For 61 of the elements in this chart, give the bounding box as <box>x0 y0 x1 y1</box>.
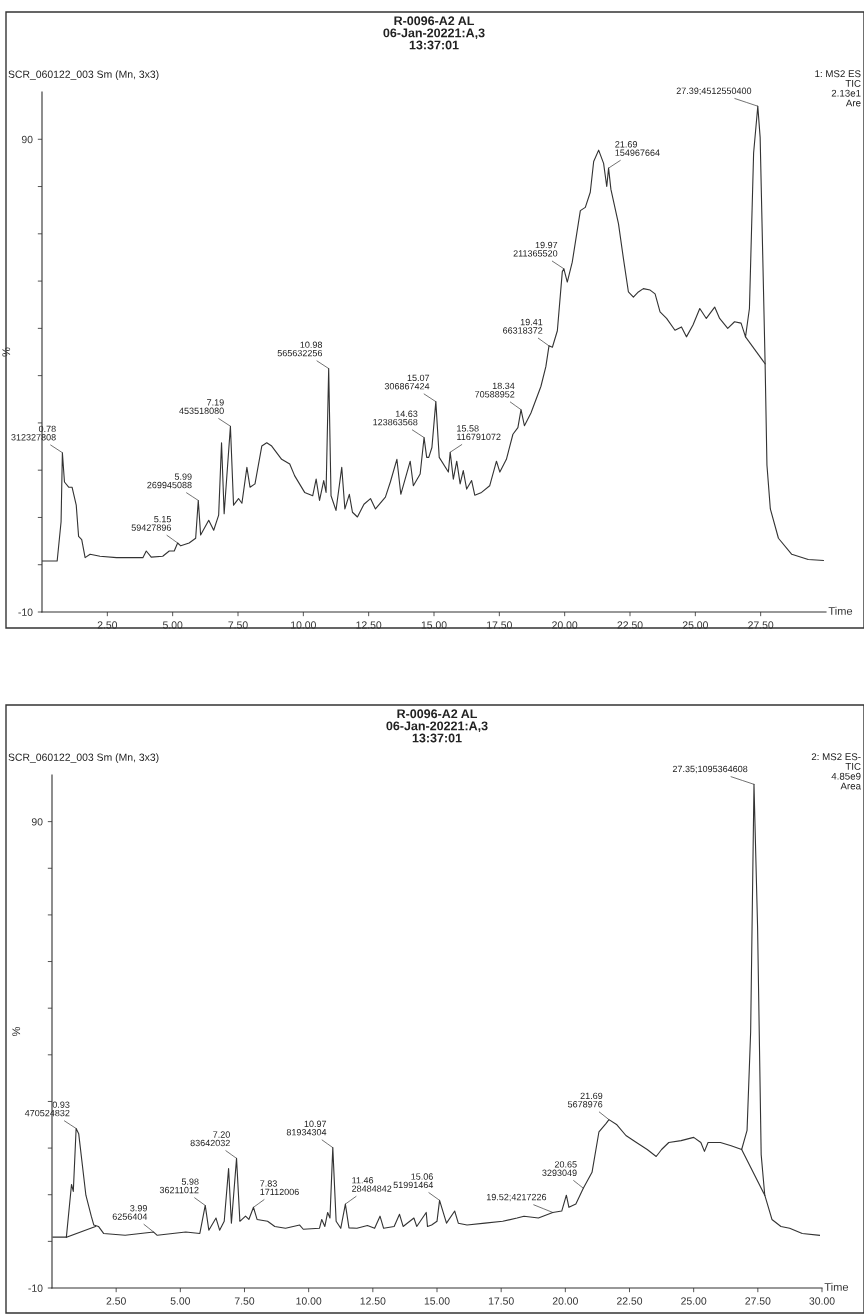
chart-title: R-0096-A2 AL 06-Jan-20221:A,3 13:37:01 <box>383 16 485 50</box>
x-tick-label: 17.50 <box>487 621 512 629</box>
x-tick-label: 5.00 <box>162 621 183 629</box>
x-tick-label: 25.00 <box>682 621 708 629</box>
x-tick-label: 12.50 <box>360 1297 386 1305</box>
x-tick-label: 22.50 <box>617 621 643 629</box>
x-tick-label: 15.00 <box>424 1297 450 1305</box>
y-tick-label: 90 <box>31 818 43 826</box>
annotation: 20.65 3293049 <box>542 1161 577 1176</box>
x-tick-label: 2.50 <box>97 621 118 629</box>
y-tick-label: -10 <box>28 1284 43 1292</box>
annotation: 21.69 5678976 <box>567 1092 603 1108</box>
x-tick-label: 22.50 <box>616 1297 643 1305</box>
annotation: 27.39;4512550400 <box>676 87 752 96</box>
annotation: 27.35;1095364608 <box>672 765 748 774</box>
annotation: 19.97 211365520 <box>513 241 558 257</box>
chart-subtitle: SCR_060122_003 Sm (Mn, 3x3) <box>8 70 159 80</box>
x-axis-title: Time <box>824 1282 849 1291</box>
y-tick-label: 90 <box>21 135 33 144</box>
annotation: 15.07 306867424 <box>384 374 430 390</box>
x-tick-label: 12.50 <box>356 621 382 629</box>
annotation: 21.69 154967664 <box>615 141 660 156</box>
annotation: 10.98 565632256 <box>277 341 323 357</box>
x-tick-label: 17.50 <box>488 1297 514 1305</box>
x-tick-label: 15.00 <box>421 621 447 629</box>
annotation: 7.20 83642032 <box>190 1131 230 1147</box>
x-tick-label: 30.00 <box>809 1297 835 1305</box>
x-tick-label: 7.50 <box>234 1297 255 1305</box>
x-tick-label: 2.50 <box>106 1297 126 1305</box>
x-tick-label: 10.00 <box>291 621 316 629</box>
annotation: 5.15 59427896 <box>131 516 172 531</box>
annotation: 10.97 81934304 <box>286 1120 327 1136</box>
annotation: 3.99 6256404 <box>112 1205 148 1220</box>
x-tick-label: 7.50 <box>228 621 248 629</box>
y-axis-title: % <box>2 347 11 357</box>
x-tick-label: 27.50 <box>748 621 774 629</box>
annotation: 5.98 36211012 <box>159 1178 199 1194</box>
annotation: 5.99 269945088 <box>147 473 192 489</box>
chart-title: R-0096-A2 AL 06-Jan-20221:A,3 13:37:01 <box>386 709 488 743</box>
annotation: 15.58 116791072 <box>457 425 501 441</box>
annotation: 0.93 470524832 <box>24 1101 70 1117</box>
annotation: 7.83 17112006 <box>260 1180 299 1196</box>
annotation: 15.06 51991464 <box>393 1173 434 1189</box>
x-tick-label: 20.00 <box>552 1297 578 1305</box>
y-axis-title: % <box>12 1026 21 1037</box>
annotation: 2: MS2 ES- TIC 4.85e9 Area <box>811 753 861 790</box>
x-tick-label: 10.00 <box>296 1297 322 1305</box>
x-tick-label: 25.00 <box>681 1297 707 1305</box>
annotation: 19.41 66318372 <box>503 318 543 334</box>
annotation: 19.52;4217226 <box>486 1193 547 1202</box>
annotation: 18.34 70588952 <box>475 382 515 398</box>
x-tick-label: 20.00 <box>552 621 578 629</box>
annotation: 14.63 123863568 <box>373 410 418 426</box>
x-tick-label: 5.00 <box>170 1297 191 1305</box>
annotation: 7.19 453518080 <box>179 399 224 415</box>
chart-subtitle: SCR_060122_003 Sm (Mn, 3x3) <box>8 753 159 763</box>
annotation: 1: MS2 ES TIC 2.13e1 Are <box>815 70 861 107</box>
x-tick-label: 27.50 <box>745 1297 771 1305</box>
annotation: 11.46 28484842 <box>352 1177 392 1192</box>
x-axis-title: Time <box>828 606 853 615</box>
y-tick-label: -10 <box>18 608 33 616</box>
